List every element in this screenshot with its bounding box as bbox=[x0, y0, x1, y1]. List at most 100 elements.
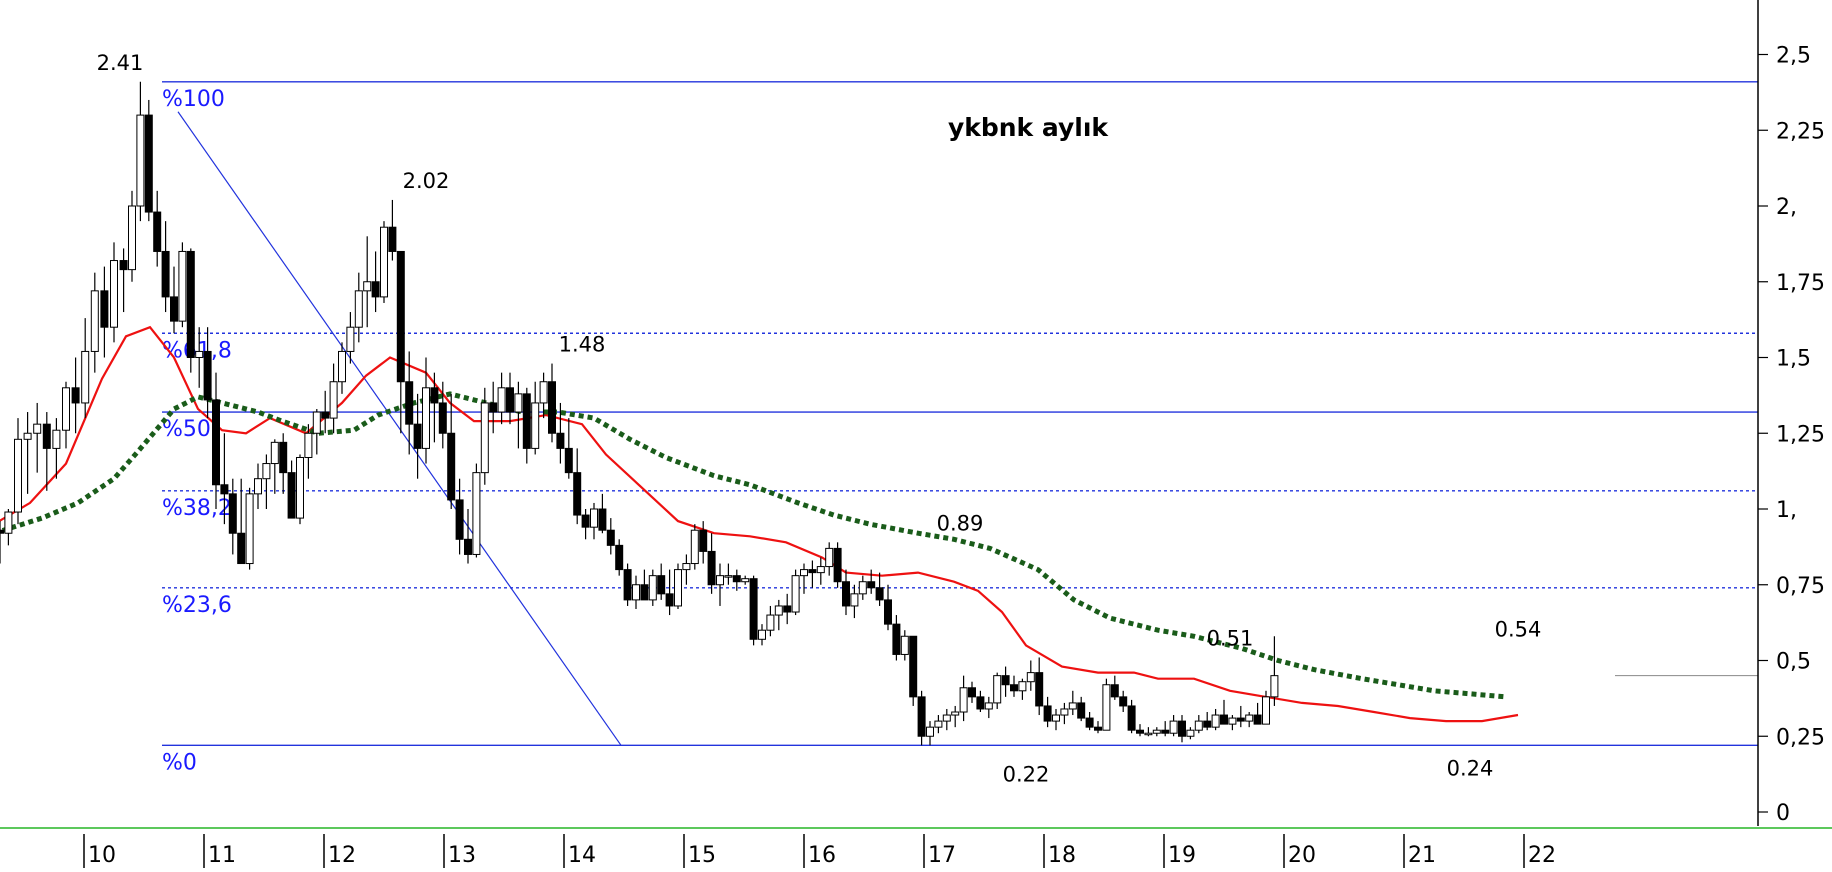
candle-26 bbox=[228, 478, 237, 555]
candle-112 bbox=[951, 705, 960, 728]
candle-body bbox=[564, 447, 573, 474]
candle-5 bbox=[42, 412, 51, 491]
candle-122 bbox=[1035, 657, 1044, 716]
candle-body bbox=[464, 538, 472, 555]
candle-72 bbox=[615, 539, 624, 576]
y-tick-label-10: 2,5 bbox=[1776, 44, 1811, 69]
candle-body bbox=[850, 593, 859, 607]
candle-121 bbox=[1026, 660, 1035, 691]
candle-body bbox=[606, 529, 615, 546]
candle-body bbox=[1211, 714, 1220, 728]
candle-body bbox=[62, 387, 70, 431]
candle-body bbox=[892, 623, 901, 655]
candle-body bbox=[14, 438, 22, 513]
candle-body bbox=[396, 250, 405, 383]
candle-117 bbox=[993, 672, 1002, 709]
candle-body bbox=[917, 696, 926, 737]
candle-body bbox=[1035, 672, 1044, 707]
candle-body bbox=[1262, 696, 1270, 725]
candle-body bbox=[665, 593, 674, 607]
candle-68 bbox=[581, 509, 590, 540]
candle-body bbox=[1228, 717, 1237, 725]
candle-101 bbox=[858, 575, 867, 600]
candle-48 bbox=[413, 393, 422, 479]
candle-20 bbox=[178, 242, 187, 328]
candle-body bbox=[447, 432, 456, 501]
candle-body bbox=[371, 281, 380, 298]
x-tick-label-11: 21 bbox=[1408, 843, 1436, 868]
candle-125 bbox=[1060, 702, 1069, 725]
candle-142 bbox=[1203, 712, 1212, 731]
fibonacci-levels: %100 %61,8 %50 %38,2 %23,6 %0 bbox=[162, 81, 1758, 775]
candle-body bbox=[346, 326, 355, 352]
candle-body bbox=[590, 508, 598, 528]
candle-31 bbox=[270, 439, 279, 494]
candle-89 bbox=[758, 624, 766, 646]
candle-3 bbox=[23, 412, 32, 494]
candle-81 bbox=[690, 524, 699, 570]
candle-body bbox=[1245, 714, 1254, 722]
candle-99 bbox=[842, 569, 850, 616]
candle-43 bbox=[371, 251, 380, 313]
x-tick-label-7: 17 bbox=[928, 843, 956, 868]
candle-123 bbox=[1043, 696, 1052, 728]
candle-144 bbox=[1220, 699, 1228, 725]
candle-body bbox=[900, 635, 909, 655]
candle-96 bbox=[816, 557, 825, 585]
candle-body bbox=[1001, 675, 1010, 686]
candle-body bbox=[623, 569, 632, 601]
candle-body bbox=[388, 226, 397, 252]
candle-0 bbox=[0, 521, 4, 564]
candle-body bbox=[808, 569, 817, 574]
candle-33 bbox=[287, 460, 296, 519]
candle-110 bbox=[934, 715, 943, 734]
x-tick-label-9: 19 bbox=[1168, 843, 1196, 868]
candle-8 bbox=[71, 357, 80, 434]
annotation-6: 0.22 bbox=[1003, 762, 1050, 786]
candle-body bbox=[640, 584, 649, 601]
candle-body bbox=[42, 423, 51, 449]
fib-label-2: %50 bbox=[162, 417, 211, 442]
labels: 2.41 2.02 1.48 0.89 0.51 0.54 0.22 0.24 bbox=[97, 51, 1542, 787]
candle-131 bbox=[1110, 675, 1119, 700]
candle-38 bbox=[329, 363, 338, 434]
y-tick-label-7: 1,75 bbox=[1776, 271, 1825, 296]
candle-body bbox=[430, 387, 439, 404]
candle-body bbox=[203, 350, 212, 401]
candle-body bbox=[186, 250, 195, 358]
candle-body bbox=[245, 493, 254, 565]
candle-body bbox=[455, 499, 464, 540]
candle-body bbox=[1152, 729, 1161, 734]
candle-65 bbox=[556, 402, 565, 464]
candle-body bbox=[816, 566, 825, 574]
candle-body bbox=[110, 260, 118, 328]
candle-body bbox=[615, 544, 624, 571]
candle-21 bbox=[186, 248, 195, 373]
candle-88 bbox=[749, 575, 758, 646]
candle-body bbox=[783, 605, 792, 613]
candle-15 bbox=[136, 81, 145, 222]
candle-body bbox=[480, 402, 489, 474]
candle-93 bbox=[791, 569, 800, 616]
candle-83 bbox=[707, 533, 716, 594]
candle-147 bbox=[1245, 712, 1254, 728]
candle-body bbox=[842, 581, 850, 607]
candle-body bbox=[951, 711, 960, 716]
y-tick-label-6: 1,5 bbox=[1776, 347, 1811, 372]
candle-body bbox=[522, 393, 531, 449]
candle-body bbox=[1203, 720, 1212, 728]
candle-113 bbox=[959, 675, 968, 722]
candle-body bbox=[1194, 720, 1203, 731]
candle-105 bbox=[892, 615, 901, 661]
candle-37 bbox=[321, 390, 330, 434]
candle-45 bbox=[388, 199, 397, 261]
x-tick-label-12: 22 bbox=[1528, 843, 1556, 868]
x-tick-label-5: 15 bbox=[688, 843, 716, 868]
candle-body bbox=[875, 587, 884, 601]
candle-body bbox=[144, 114, 153, 213]
candle-58 bbox=[497, 372, 506, 425]
annotation-7: 0.24 bbox=[1447, 756, 1494, 780]
candle-body bbox=[648, 575, 657, 601]
candle-103 bbox=[875, 572, 884, 606]
candle-body bbox=[774, 605, 783, 616]
